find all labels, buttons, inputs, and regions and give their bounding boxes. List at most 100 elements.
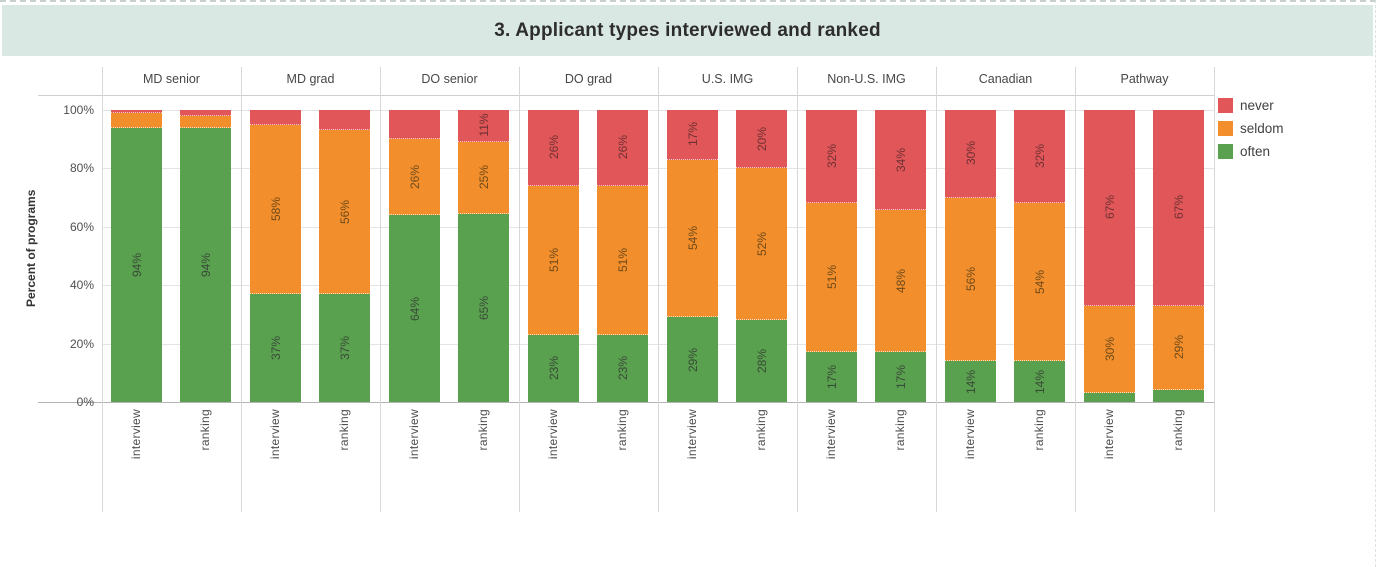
bar-segment-seldom[interactable]: 51%: [528, 185, 579, 335]
bar-interview[interactable]: 94%: [111, 110, 162, 402]
bar-segment-never[interactable]: [319, 110, 370, 131]
bar-segment-seldom[interactable]: 52%: [736, 168, 787, 321]
x-axis-line: [38, 402, 1214, 403]
pane-header: DO grad: [564, 72, 613, 86]
segment-label: 54%: [1032, 269, 1047, 294]
bar-segment-seldom[interactable]: 30%: [1084, 305, 1135, 394]
bar-segment-often[interactable]: [1084, 393, 1135, 402]
segment-label: 94%: [129, 252, 144, 277]
bar-segment-seldom[interactable]: 54%: [1014, 203, 1065, 362]
bar-ranking[interactable]: 26% 51% 23%: [597, 110, 648, 402]
bar-ranking[interactable]: 67% 29%: [1153, 110, 1204, 402]
segment-label: 37%: [337, 335, 352, 360]
bar-segment-never[interactable]: 67%: [1153, 110, 1204, 306]
bar-ranking[interactable]: 11% 25% 65%: [458, 110, 509, 402]
segment-label: 54%: [685, 225, 700, 250]
segment-label: 25%: [476, 165, 491, 190]
pane-header: MD grad: [286, 72, 335, 86]
y-axis-title: Percent of programs: [24, 189, 38, 308]
bar-segment-often[interactable]: [1153, 390, 1204, 402]
y-tick-label: 80%: [69, 161, 94, 176]
bar-segment-never[interactable]: 20%: [736, 110, 787, 169]
bar-segment-often[interactable]: 65%: [458, 214, 509, 402]
bar-ranking[interactable]: 94%: [180, 110, 231, 402]
segment-label: 58%: [268, 196, 283, 221]
bar-segment-often[interactable]: 64%: [389, 215, 440, 402]
segment-label: 29%: [685, 347, 700, 372]
chart-title-band: 3. Applicant types interviewed and ranke…: [2, 5, 1373, 56]
bar-segment-often[interactable]: 23%: [528, 334, 579, 402]
y-tick-label: 20%: [69, 336, 94, 351]
x-tick-label: ranking: [1031, 409, 1046, 451]
bar-segment-never[interactable]: 11%: [458, 110, 509, 142]
bar-segment-never[interactable]: 30%: [945, 110, 996, 198]
segment-label: 29%: [1171, 335, 1186, 360]
segment-label: 28%: [754, 349, 769, 374]
segment-label: 32%: [824, 144, 839, 169]
legend-item-often[interactable]: often: [1218, 144, 1284, 159]
bar-interview[interactable]: 26% 51% 23%: [528, 110, 579, 402]
bar-segment-never[interactable]: [180, 110, 231, 116]
pane-separator: [1075, 67, 1076, 512]
bar-segment-seldom[interactable]: 58%: [250, 124, 301, 294]
pane-separator: [1214, 67, 1215, 512]
bar-segment-seldom[interactable]: 48%: [875, 210, 926, 352]
legend-item-never[interactable]: never: [1218, 98, 1284, 113]
bar-interview[interactable]: 30% 56% 14%: [945, 110, 996, 402]
bar-segment-seldom[interactable]: [180, 115, 231, 128]
segment-label: 34%: [893, 147, 908, 172]
bar-segment-often[interactable]: 17%: [806, 352, 857, 402]
bar-segment-often[interactable]: 37%: [250, 293, 301, 402]
bar-interview[interactable]: 17% 54% 29%: [667, 110, 718, 402]
bar-segment-often[interactable]: 94%: [111, 127, 162, 402]
bar-segment-seldom[interactable]: 51%: [597, 185, 648, 335]
bar-interview[interactable]: 67% 30%: [1084, 110, 1135, 402]
bar-ranking[interactable]: 32% 54% 14%: [1014, 110, 1065, 402]
segment-label: 14%: [1032, 369, 1047, 394]
pane-separator: [380, 67, 381, 512]
bar-interview[interactable]: 26% 64%: [389, 110, 440, 402]
bar-ranking[interactable]: 34% 48% 17%: [875, 110, 926, 402]
bar-segment-often[interactable]: 28%: [736, 320, 787, 402]
bar-segment-often[interactable]: 94%: [180, 127, 231, 402]
bar-segment-seldom[interactable]: [111, 112, 162, 128]
bar-segment-seldom[interactable]: 29%: [1153, 305, 1204, 391]
bar-segment-never[interactable]: [389, 110, 440, 140]
segment-label: 32%: [1032, 144, 1047, 169]
bar-segment-often[interactable]: 29%: [667, 317, 718, 402]
bar-segment-never[interactable]: [111, 110, 162, 113]
bar-segment-often[interactable]: 17%: [875, 351, 926, 402]
bar-interview[interactable]: 32% 51% 17%: [806, 110, 857, 402]
bar-segment-never[interactable]: 32%: [1014, 110, 1065, 204]
bar-segment-often[interactable]: 23%: [597, 334, 648, 402]
y-tick-label: 40%: [69, 278, 94, 293]
bar-segment-never[interactable]: 17%: [667, 110, 718, 160]
bar-segment-often[interactable]: 14%: [945, 361, 996, 402]
bar-segment-seldom[interactable]: 51%: [806, 203, 857, 353]
bar-segment-seldom[interactable]: 25%: [458, 141, 509, 215]
segment-label: 26%: [407, 164, 422, 189]
bar-ranking[interactable]: 20% 52% 28%: [736, 110, 787, 402]
bar-segment-never[interactable]: 26%: [528, 110, 579, 186]
bar-segment-never[interactable]: 67%: [1084, 110, 1135, 306]
bar-segment-seldom[interactable]: 54%: [667, 159, 718, 318]
bar-segment-never[interactable]: 32%: [806, 110, 857, 204]
x-tick-label: interview: [684, 409, 699, 460]
bar-segment-seldom[interactable]: 26%: [389, 139, 440, 216]
x-tick-label: ranking: [892, 409, 907, 451]
segment-label: 67%: [1102, 195, 1117, 220]
bar-segment-never[interactable]: 34%: [875, 110, 926, 211]
bar-segment-often[interactable]: 14%: [1014, 361, 1065, 402]
y-tick-label: 60%: [69, 219, 94, 234]
bar-segment-never[interactable]: [250, 110, 301, 125]
bar-segment-often[interactable]: 37%: [319, 293, 370, 402]
bar-segment-seldom[interactable]: 56%: [945, 197, 996, 362]
bar-segment-seldom[interactable]: 56%: [319, 130, 370, 294]
bar-interview[interactable]: 58% 37%: [250, 110, 301, 402]
bar-segment-never[interactable]: 26%: [597, 110, 648, 186]
segment-label: 37%: [268, 335, 283, 360]
bar-ranking[interactable]: 56% 37%: [319, 110, 370, 402]
legend-item-seldom[interactable]: seldom: [1218, 121, 1284, 136]
legend-swatch: [1218, 121, 1233, 136]
